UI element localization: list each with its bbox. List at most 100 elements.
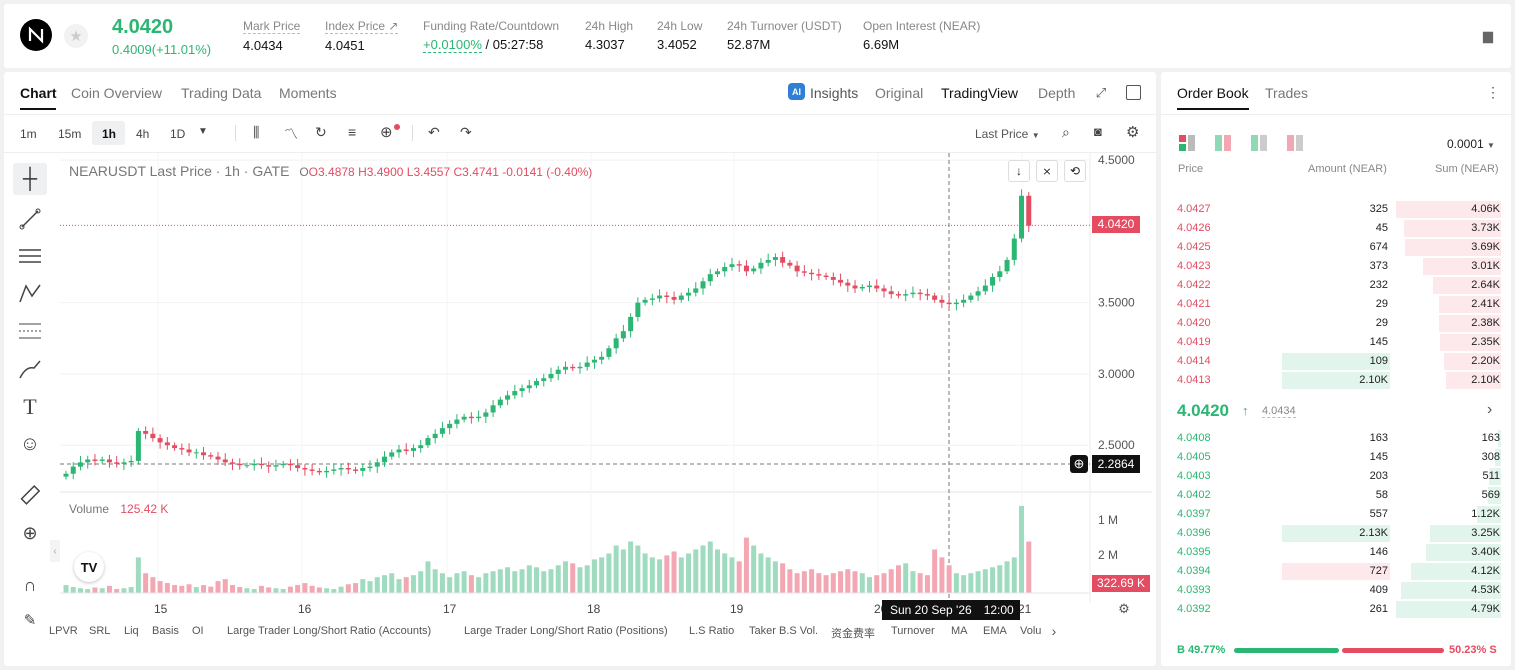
chevron-right-icon[interactable]: › — [1051, 623, 1057, 639]
ask-row[interactable]: 4.0419 145 2.35K — [1170, 333, 1506, 352]
bid-row[interactable]: 4.0408 163 163 — [1170, 429, 1506, 448]
candle-body — [208, 455, 214, 457]
redo-icon[interactable]: ↷ — [460, 124, 472, 140]
bid-row[interactable]: 4.0395 146 3.40K — [1170, 543, 1506, 562]
tab-chart[interactable]: Chart — [20, 85, 57, 101]
indicator-tab[interactable]: EMA — [983, 625, 1007, 637]
bid-row[interactable]: 4.0405 145 308 — [1170, 448, 1506, 467]
trend-line-icon[interactable] — [13, 203, 47, 235]
volume-bar — [910, 571, 916, 593]
candle-body — [389, 452, 395, 457]
indicator-tab[interactable]: OI — [192, 625, 204, 637]
indicator-tab[interactable]: MA — [951, 625, 968, 637]
indicator-tab[interactable]: L.S Ratio — [689, 625, 735, 637]
crosshair-icon[interactable]: ┼ — [13, 163, 47, 195]
view-insights[interactable]: Insights — [810, 85, 859, 101]
emoji-icon[interactable]: ☺ — [19, 432, 41, 455]
indicator-tab[interactable]: Volu — [1020, 625, 1042, 637]
search-icon[interactable]: ⌕ — [1062, 124, 1070, 140]
collapse-toolbar-icon[interactable]: ‹ — [50, 540, 60, 562]
add-at-price-icon[interactable]: ⊕ — [1070, 455, 1088, 473]
tab-trades[interactable]: Trades — [1265, 85, 1309, 101]
undo-icon[interactable]: ↶ — [428, 124, 440, 140]
book-icon[interactable]: ▆ — [1483, 28, 1493, 43]
ask-row[interactable]: 4.0427 325 4.06K — [1170, 200, 1506, 219]
more-menu-icon[interactable]: ⋮ — [1486, 83, 1500, 100]
favorite-star-icon[interactable]: ★ — [64, 24, 88, 48]
camera-icon[interactable]: ◙ — [1094, 124, 1102, 139]
interval-1d[interactable]: 1D — [170, 127, 186, 141]
indicator-tab[interactable]: Taker B.S Vol. — [749, 625, 819, 637]
ask-row[interactable]: 4.0420 29 2.38K — [1170, 314, 1506, 333]
loop-icon[interactable]: ⟲ — [1064, 160, 1086, 182]
candle-body — [70, 466, 76, 474]
interval-1h[interactable] — [92, 121, 125, 145]
indicator-tab[interactable]: Large Trader Long/Short Ratio (Positions… — [464, 625, 668, 637]
ruler-icon[interactable] — [13, 480, 47, 512]
book-layout-both-icon[interactable] — [1179, 135, 1195, 151]
collapse-icon[interactable]: ⨯ — [1036, 160, 1058, 182]
tab-moments[interactable]: Moments — [279, 85, 337, 101]
view-tradingview[interactable]: TradingView — [941, 85, 1019, 101]
bid-row[interactable]: 4.0396 2.13K 3.25K — [1170, 524, 1506, 543]
chevron-right-icon[interactable]: › — [1487, 401, 1493, 418]
window-icon[interactable] — [1126, 85, 1141, 100]
indicator-tab[interactable]: LPVR — [49, 625, 78, 637]
indicator-icon[interactable]: 〽 — [284, 126, 298, 142]
candle-body — [1019, 195, 1025, 239]
interval-dropdown-icon[interactable]: ▼ — [198, 126, 208, 137]
volume-bar — [736, 561, 742, 593]
indicator-tab[interactable]: SRL — [89, 625, 111, 637]
ask-row[interactable]: 4.0426 45 3.73K — [1170, 219, 1506, 238]
ask-row[interactable]: 4.0423 373 3.01K — [1170, 257, 1506, 276]
bid-row[interactable]: 4.0402 58 569 — [1170, 486, 1506, 505]
indicator-tab[interactable]: 资金费率 — [831, 628, 875, 640]
chart-settings-icon[interactable]: ⚙ — [1118, 601, 1130, 616]
bid-row[interactable]: 4.0397 557 1.12K — [1170, 505, 1506, 524]
text-icon[interactable]: T — [23, 394, 37, 419]
bid-row[interactable]: 4.0392 261 4.79K — [1170, 600, 1506, 619]
zoom-in-icon[interactable]: ⊕ — [22, 522, 38, 543]
brush-icon[interactable] — [13, 353, 47, 385]
tab-trading-data[interactable]: Trading Data — [181, 85, 262, 101]
view-depth[interactable]: Depth — [1038, 85, 1076, 101]
ask-row[interactable]: 4.0421 29 2.41K — [1170, 295, 1506, 314]
pen-icon[interactable]: ✎ — [23, 612, 37, 629]
horizontal-lines-icon[interactable] — [13, 240, 47, 272]
indicator-tab[interactable]: Large Trader Long/Short Ratio (Accounts) — [227, 625, 432, 637]
ask-row[interactable]: 4.0425 674 3.69K — [1170, 238, 1506, 257]
interval-1m[interactable]: 1m — [20, 127, 37, 141]
candle-type-icon[interactable]: ⫼ — [253, 124, 260, 140]
fib-icon[interactable] — [13, 315, 47, 347]
indicator-tab[interactable]: Turnover — [891, 625, 935, 637]
expand-icon[interactable]: ⤢ — [1095, 85, 1107, 100]
scroll-down-icon[interactable]: ↓ — [1008, 160, 1030, 182]
volume-bar — [1004, 561, 1010, 593]
tab-coin-overview[interactable]: Coin Overview — [71, 85, 163, 101]
book-layout-icon-2[interactable] — [1215, 135, 1231, 151]
tab-order-book[interactable]: Order Book — [1177, 85, 1249, 101]
ask-row[interactable]: 4.0422 232 2.64K — [1170, 276, 1506, 295]
add-alert-icon[interactable]: ⊕ — [380, 124, 393, 141]
price-type-select[interactable]: Last Price ▼ — [975, 127, 1040, 141]
bid-row[interactable]: 4.0394 727 4.12K — [1170, 562, 1506, 581]
view-original[interactable]: Original — [875, 85, 924, 101]
indicator-tab[interactable]: Basis — [152, 625, 179, 637]
stat-index-price[interactable]: Index Price ↗ 4.0451 — [325, 19, 399, 53]
book-layout-bids-icon[interactable] — [1251, 135, 1267, 151]
interval-4h[interactable]: 4h — [136, 127, 150, 141]
indicator-tab[interactable]: Liq — [124, 625, 139, 637]
ask-row[interactable]: 4.0413 2.10K 2.10K — [1170, 371, 1506, 390]
book-layout-asks-icon[interactable] — [1287, 135, 1303, 151]
bid-row[interactable]: 4.0393 409 4.53K — [1170, 581, 1506, 600]
gear-icon[interactable]: ⚙ — [1126, 124, 1140, 141]
precision-select[interactable]: 0.0001 ▼ — [1447, 137, 1495, 151]
bid-row[interactable]: 4.0403 203 511 — [1170, 467, 1506, 486]
magnet-icon[interactable]: ∩ — [23, 574, 37, 595]
interval-15m[interactable]: 15m — [58, 127, 82, 141]
ask-row[interactable]: 4.0414 109 2.20K — [1170, 352, 1506, 371]
template-icon[interactable]: ≡ — [348, 124, 357, 140]
replay-icon[interactable]: ↻ — [315, 124, 327, 140]
pattern-icon[interactable] — [13, 277, 47, 309]
